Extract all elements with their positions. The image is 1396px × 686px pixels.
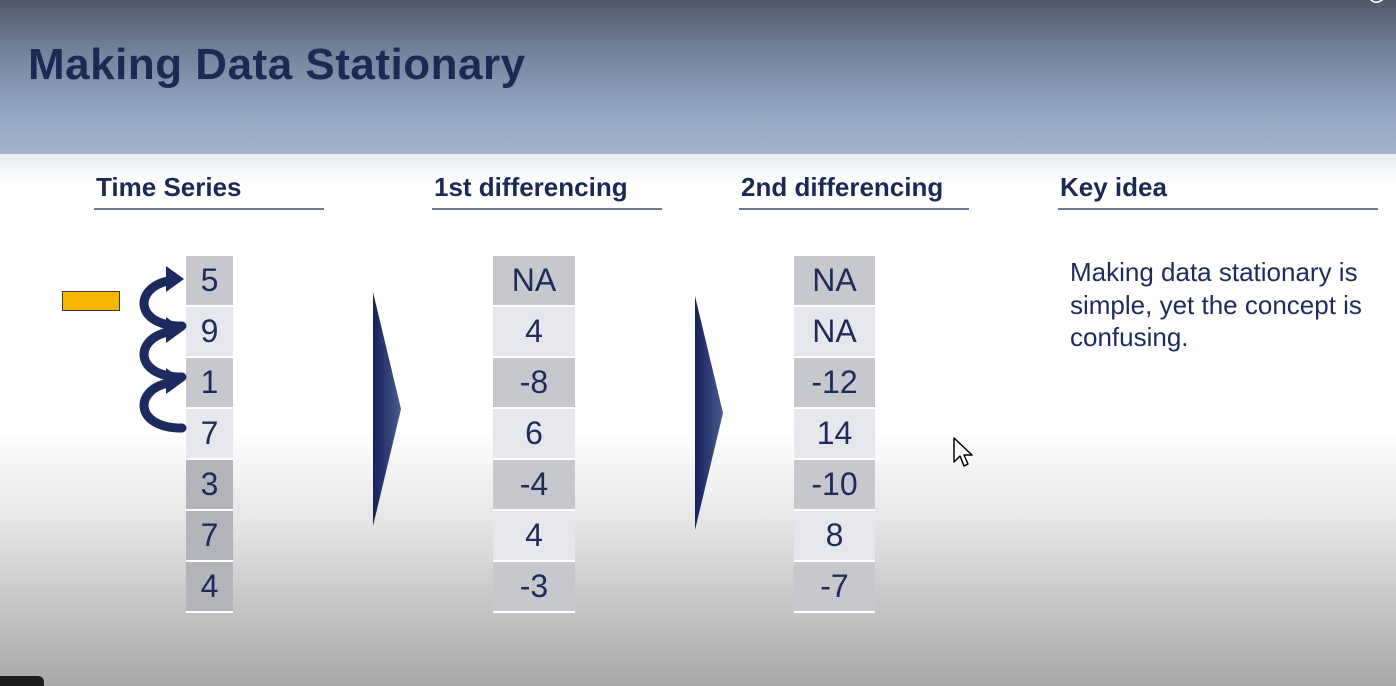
mouse-pointer-icon <box>953 437 973 467</box>
table-cell: -4 <box>493 460 575 511</box>
pen-icon[interactable] <box>1366 0 1390 8</box>
table-cell: -8 <box>493 358 575 409</box>
table-cell: -3 <box>493 562 575 613</box>
page-title: Making Data Stationary <box>28 40 526 89</box>
table-cell: 5 <box>186 256 233 307</box>
heading-key-idea: Key idea <box>1058 172 1378 210</box>
arrow-head-icon <box>166 368 184 394</box>
chevron-right-icon <box>373 292 401 526</box>
table-cell: 3 <box>186 460 233 511</box>
table-cell: -10 <box>794 460 875 511</box>
table-cell: 7 <box>186 511 233 562</box>
header-fade <box>0 154 1396 184</box>
arrow-head-icon <box>166 317 184 343</box>
table-cell: 1 <box>186 358 233 409</box>
player-controls-tab[interactable] <box>0 676 44 686</box>
slide-header <box>0 0 1396 154</box>
table-cell: 9 <box>186 307 233 358</box>
table-cell: 4 <box>493 511 575 562</box>
table-cell: 4 <box>493 307 575 358</box>
table-cell: -12 <box>794 358 875 409</box>
lag-arrow-curve <box>139 327 187 382</box>
table-cell: 6 <box>493 409 575 460</box>
table-cell: 8 <box>794 511 875 562</box>
first-differencing-column: NA 4 -8 6 -4 4 -3 <box>493 256 575 613</box>
time-series-column: 5 9 1 7 3 7 4 <box>186 256 233 613</box>
table-cell: NA <box>794 307 875 358</box>
table-cell: 7 <box>186 409 233 460</box>
table-cell: NA <box>794 256 875 307</box>
table-cell: 14 <box>794 409 875 460</box>
arrow-head-icon <box>166 266 184 292</box>
table-cell: NA <box>493 256 575 307</box>
table-cell: -7 <box>794 562 875 613</box>
table-cell: 4 <box>186 562 233 613</box>
lag-arrow-curve <box>139 276 187 331</box>
key-idea-text: Making data stationary is simple, yet th… <box>1070 257 1362 352</box>
second-differencing-column: NA NA -12 14 -10 8 -7 <box>794 256 875 613</box>
lag-arrows <box>139 266 187 433</box>
heading-time-series: Time Series <box>94 172 324 210</box>
heading-first-differencing: 1st differencing <box>432 172 662 210</box>
lag-arrow-curve <box>139 378 187 433</box>
highlight-marker <box>62 291 120 311</box>
heading-second-differencing: 2nd differencing <box>739 172 969 210</box>
chevron-right-icon <box>695 296 723 530</box>
